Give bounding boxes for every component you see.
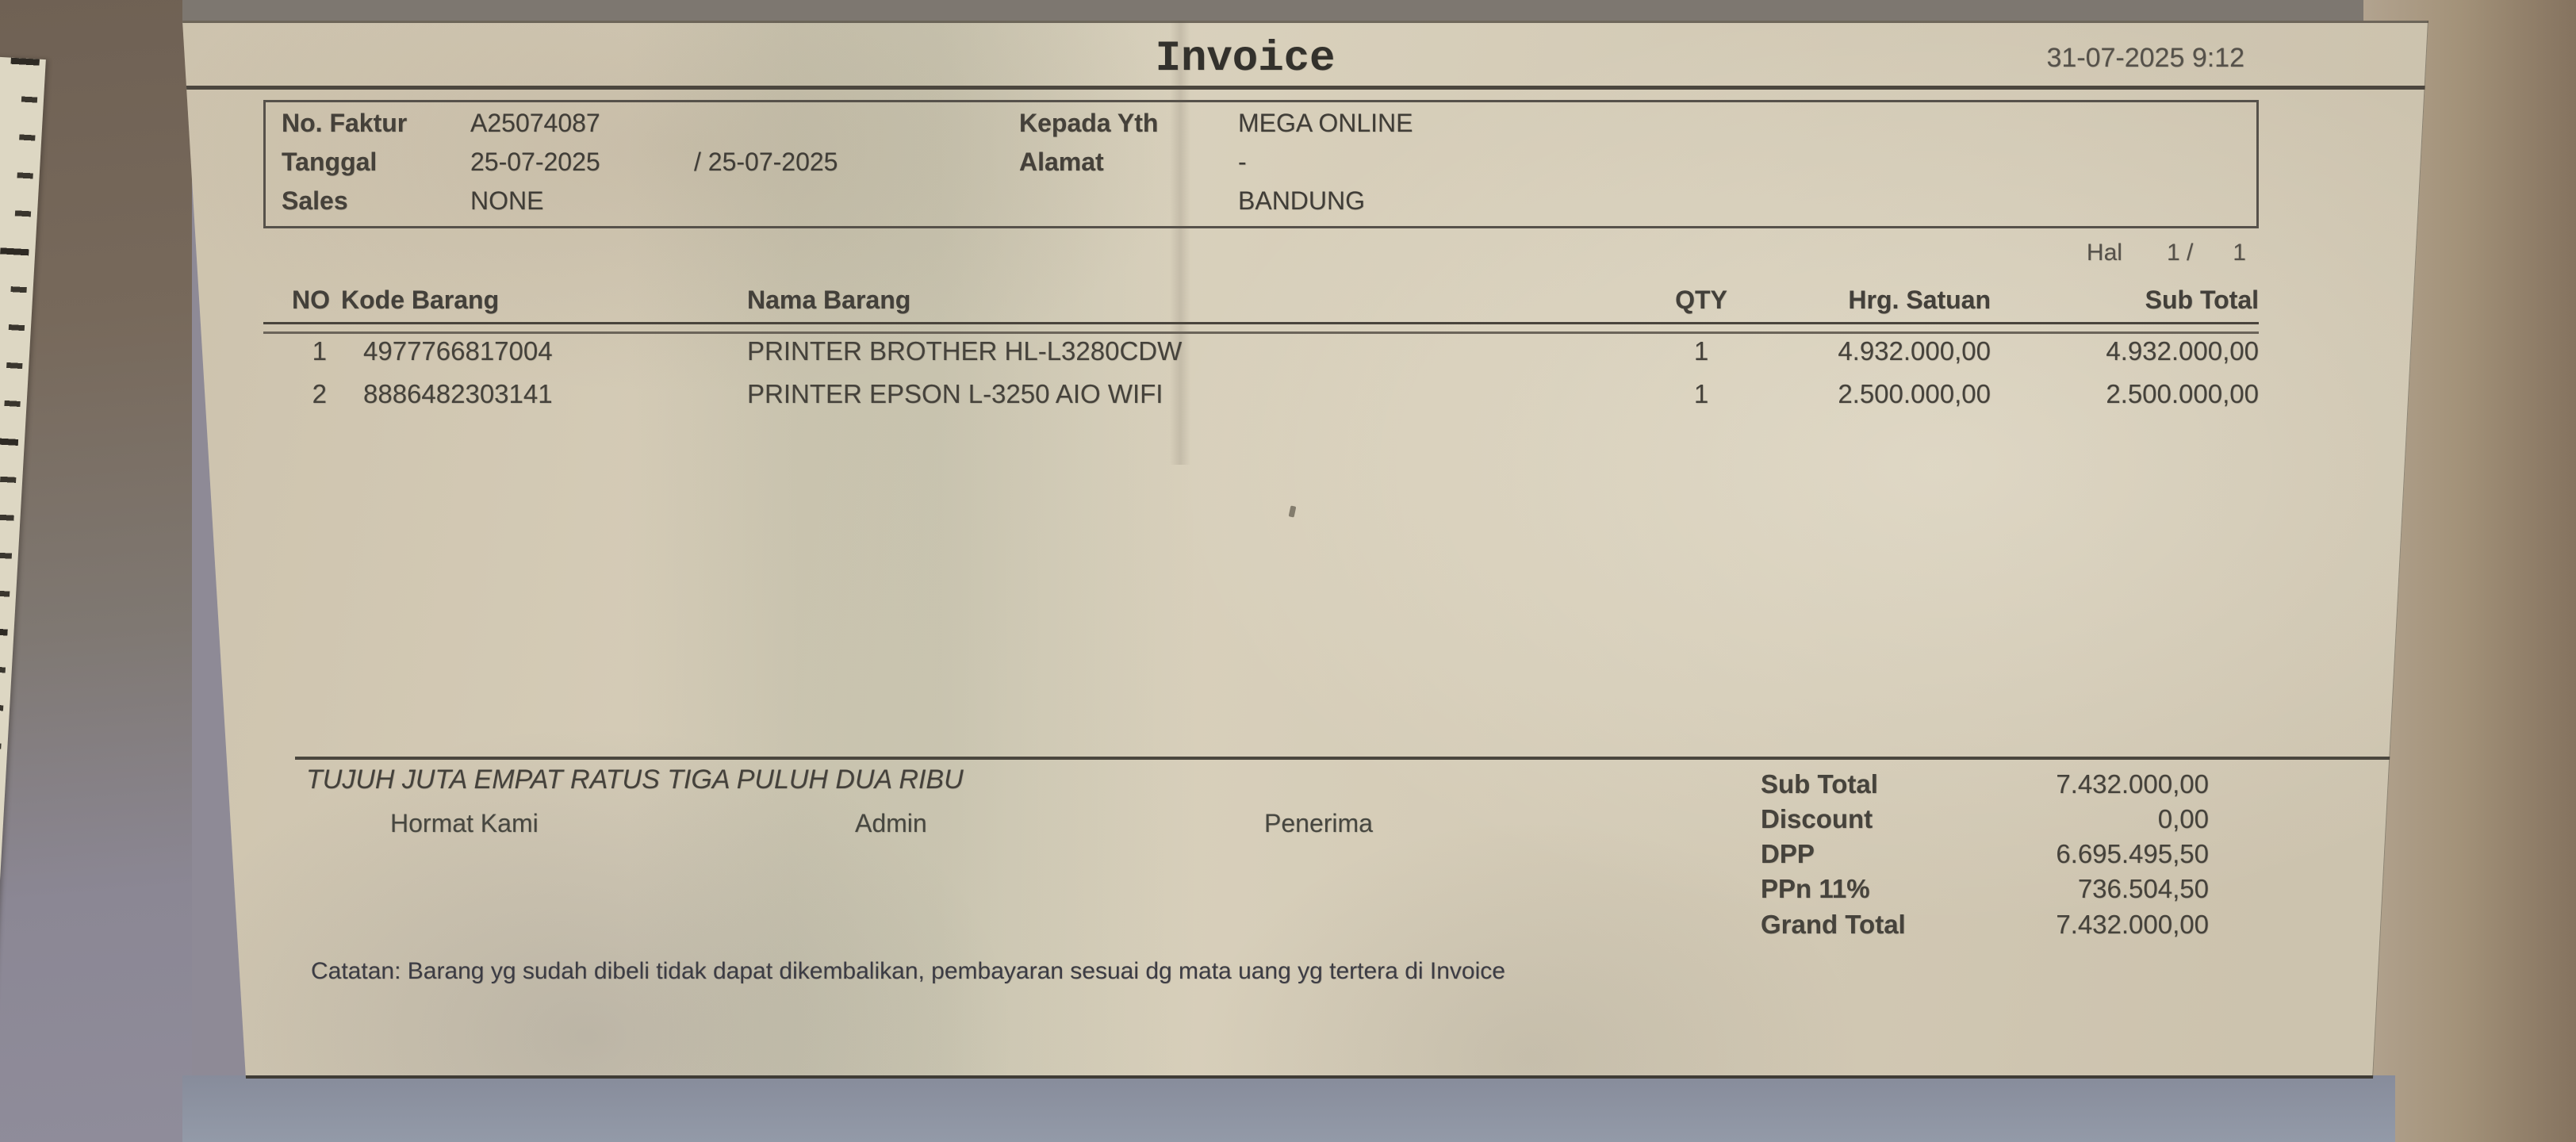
grand-total-label: Grand Total [1761,910,1906,939]
invoice-header-box: No. Faktur A25074087 Tanggal 25-07-2025 … [263,100,2259,228]
page-indicator-value: 1 / 1 [2166,240,2246,266]
paper-speck [1288,505,1297,518]
alamat-label: Alamat [1019,148,1104,176]
sales-value: NONE [470,186,544,215]
row-qty: 1 [1693,336,1709,366]
invoice-page: Invoice 31-07-2025 9:12 No. Faktur A2507… [182,21,2428,1079]
column-header-nama-barang: Nama Barang [747,286,911,314]
discount-value: 0,00 [2157,804,2209,834]
row-no: 2 [312,379,327,408]
signature-penerima: Penerima [1264,809,1373,837]
print-timestamp: 31-07-2025 9:12 [2046,43,2244,73]
dpp-value: 6.695.495,50 [2056,839,2209,868]
row-kode: 4977766817004 [363,336,553,366]
column-header-qty: QTY [1675,286,1727,314]
row-harga: 2.500.000,00 [1838,379,1991,408]
background-top [182,0,2576,24]
alamat-line1: - [1238,148,1247,176]
tanggal-value: 25-07-2025 [470,148,600,176]
page-bottom-edge [182,1075,2428,1079]
background-bottom [182,1075,2395,1142]
kepada-value: MEGA ONLINE [1238,109,1413,137]
subtotal-label: Sub Total [1761,769,1878,799]
column-header-hrg-satuan: Hrg. Satuan [1848,286,1991,314]
tanggal-label: Tanggal [282,148,378,176]
signature-admin: Admin [855,809,927,837]
title-underline [182,86,2428,90]
subtotal-value: 7.432.000,00 [2056,769,2209,799]
amount-in-words: TUJUH JUTA EMPAT RATUS TIGA PULUH DUA RI… [306,765,964,795]
footer-separator-rule [295,757,2409,760]
table-header-rule [263,322,2259,334]
invoice-note: Catatan: Barang yg sudah dibeli tidak da… [311,958,1505,984]
signature-hormat-kami: Hormat Kami [390,809,539,837]
page-indicator-label: Hal [2086,240,2122,266]
row-nama: PRINTER EPSON L-3250 AIO WIFI [747,379,1163,408]
grand-total-value: 7.432.000,00 [2056,910,2209,939]
kepada-label: Kepada Yth [1019,109,1159,137]
invoice-title: Invoice [1155,35,1336,83]
column-header-no: NO [292,286,330,314]
ppn-value: 736.504,50 [2077,874,2209,903]
page-top-edge [182,21,2428,23]
row-kode: 8886482303141 [363,379,553,408]
row-harga: 4.932.000,00 [1838,336,1991,366]
no-faktur-label: No. Faktur [282,109,408,137]
row-subtotal: 2.500.000,00 [2106,379,2259,408]
row-no: 1 [312,336,327,366]
row-qty: 1 [1693,379,1709,408]
row-nama: PRINTER BROTHER HL-L3280CDW [747,336,1183,366]
sales-label: Sales [282,186,348,215]
dpp-label: DPP [1761,839,1815,868]
no-faktur-value: A25074087 [470,109,600,137]
column-header-kode-barang: Kode Barang [341,286,500,314]
column-header-sub-total: Sub Total [2145,286,2259,314]
page-indicator: Hal 1 / 1 [1959,240,2246,266]
discount-label: Discount [1761,804,1873,834]
alamat-line2: BANDUNG [1238,186,1366,215]
row-subtotal: 4.932.000,00 [2106,336,2259,366]
tanggal-due-value: / 25-07-2025 [694,148,838,176]
ppn-label: PPn 11% [1761,874,1870,903]
